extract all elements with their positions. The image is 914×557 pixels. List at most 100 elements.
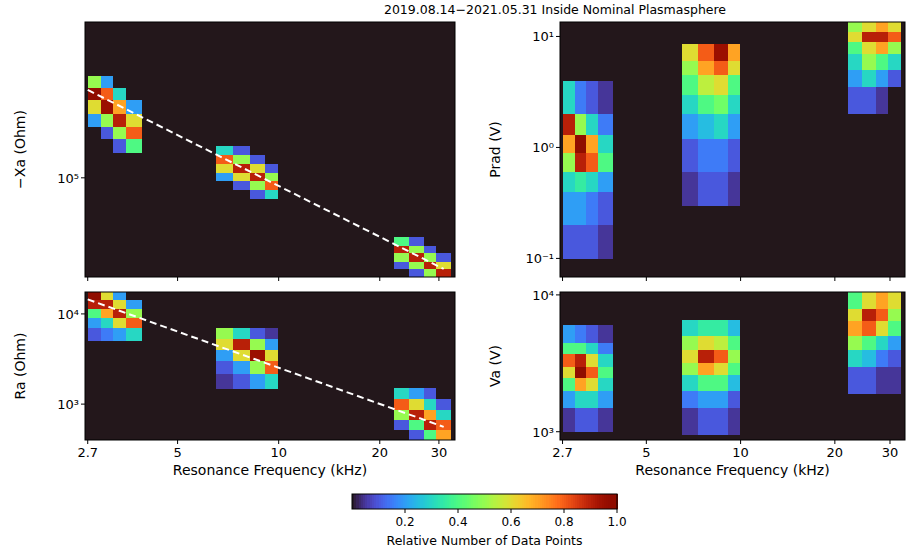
y-tick-label: 10⁴: [532, 288, 554, 303]
heat-cell: [575, 342, 586, 354]
y-tick: [81, 404, 85, 405]
heat-cell: [233, 146, 250, 155]
heat-cell: [682, 375, 698, 391]
heat-cell: [409, 399, 424, 410]
heat-cell: [682, 94, 698, 114]
heat-cell: [265, 350, 278, 362]
heat-cell: [113, 328, 126, 342]
heat-cell: [598, 172, 613, 192]
heat-cell: [698, 363, 714, 376]
colorbar-tick-label: 0.2: [395, 515, 414, 529]
heat-cell: [88, 328, 101, 342]
heat-cell: [436, 388, 451, 399]
heat-cell: [88, 76, 101, 88]
heat-cell: [848, 336, 863, 350]
heat-cell: [888, 308, 902, 321]
heat-cell: [698, 75, 714, 95]
y-tick-label: 10⁴: [57, 307, 79, 322]
x-tick: [889, 440, 890, 444]
x-tick-label: 30: [431, 445, 448, 460]
heat-cell: [575, 354, 586, 367]
y-tick: [556, 258, 560, 259]
heat-cell: [101, 76, 113, 88]
heat-cell: [101, 139, 113, 154]
heat-cell: [876, 349, 888, 366]
heat-cell: [575, 377, 586, 391]
heat-cell: [698, 94, 714, 114]
heat-cell: [714, 363, 729, 376]
heat-cell: [728, 408, 740, 436]
plot-area: [88, 292, 451, 440]
heat-cell: [682, 75, 698, 95]
x-tick: [438, 440, 439, 444]
heat-cell: [113, 76, 126, 88]
figure: 2019.08.14−2021.05.31 Inside Nominal Pla…: [0, 0, 914, 557]
heat-cell: [409, 419, 424, 430]
x-tick: [379, 440, 380, 444]
heat-cell: [888, 54, 902, 71]
heat-cell: [714, 336, 729, 350]
heat-cell: [563, 172, 575, 192]
heat-cell: [233, 172, 250, 181]
heat-cell: [598, 192, 613, 226]
heat-cell: [233, 190, 250, 200]
x-tick: [87, 277, 88, 281]
fit-line: [88, 90, 444, 269]
heat-cell: [598, 81, 613, 115]
heat-cell: [862, 22, 876, 32]
heat-cell: [714, 114, 729, 139]
y-axis-label: Ra (Ohm): [12, 333, 28, 400]
x-tick: [562, 440, 563, 444]
heat-cell: [101, 127, 113, 139]
heat-cell: [126, 292, 142, 300]
heat-cell: [216, 146, 233, 155]
heat-cell: [862, 42, 876, 55]
heat-cell: [876, 336, 888, 350]
heat-cell: [682, 44, 698, 61]
heat-cell: [216, 190, 233, 200]
heat-cell: [563, 153, 575, 173]
x-tick-label: 10: [270, 445, 287, 460]
y-axis-label: Prad (V): [487, 121, 503, 177]
heat-cell: [113, 299, 126, 308]
heat-cell: [265, 339, 278, 350]
y-tick-label: 10⁵: [57, 171, 79, 186]
heat-cell: [409, 262, 424, 270]
heat-cell: [728, 61, 740, 75]
colorbar-tick-label: 0.4: [448, 515, 467, 529]
heat-cell: [714, 349, 729, 363]
heat-cell: [101, 308, 113, 318]
x-tick: [278, 277, 279, 281]
heat-cell: [394, 253, 410, 262]
heat-cell: [88, 139, 101, 154]
heat-cell: [575, 153, 586, 173]
x-axis-label: Resonance Frequency (kHz): [635, 462, 829, 478]
x-tick-label: 10: [732, 445, 749, 460]
heat-cell: [682, 320, 698, 336]
heat-cell: [862, 32, 876, 42]
heat-cell: [714, 61, 729, 75]
heat-cell: [233, 154, 250, 163]
heat-cell: [113, 88, 126, 100]
heat-cell: [586, 114, 599, 135]
heat-cell: [575, 408, 586, 432]
heat-cell: [563, 135, 575, 153]
heat-cell: [586, 366, 599, 377]
heat-cell: [394, 399, 410, 410]
heat-cell: [394, 245, 410, 253]
y-tick-label: 10³: [532, 425, 554, 440]
heat-cell: [563, 366, 575, 377]
heat-cell: [250, 190, 266, 200]
heat-cell: [575, 325, 586, 342]
heat-cell: [682, 139, 698, 173]
heat-cell: [126, 299, 142, 308]
heat-cell: [575, 391, 586, 408]
heat-cell: [848, 87, 863, 114]
heat-cell: [848, 308, 863, 321]
frame: [560, 292, 905, 440]
heat-cell: [848, 320, 863, 336]
heat-cell: [848, 42, 863, 55]
heat-cell: [216, 361, 233, 374]
heat-cell: [728, 349, 740, 363]
heat-cell: [876, 42, 888, 55]
